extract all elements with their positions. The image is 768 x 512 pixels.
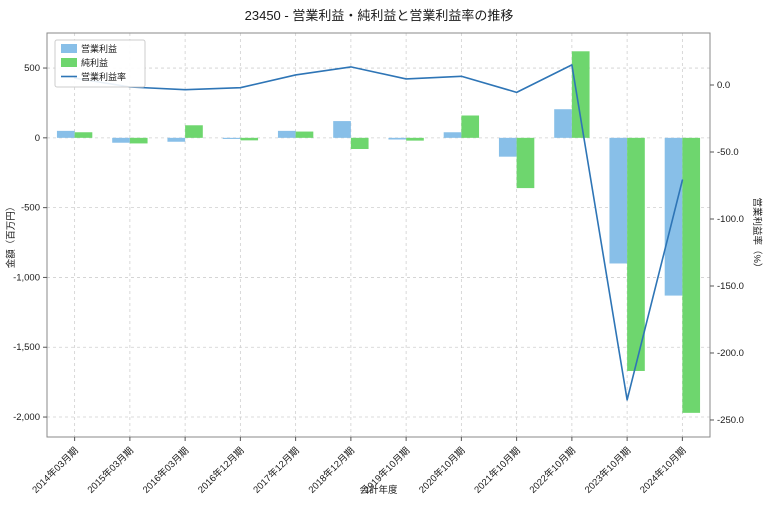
bar	[388, 137, 407, 140]
x-tick-label: 2015年03月期	[85, 445, 136, 496]
right-tick-label: -200.0	[717, 348, 744, 359]
right-axis-label: 営業利益率（%）	[751, 198, 763, 273]
x-tick-label: 2017年12月期	[251, 445, 302, 496]
x-tick-label: 2024年10月期	[637, 445, 688, 496]
bar	[240, 137, 259, 141]
bar	[185, 125, 203, 138]
axis-titles: 金額（百万円） 営業利益率（%） 会計年度	[5, 198, 763, 496]
right-tick-label: -100.0	[717, 214, 744, 225]
bar	[56, 130, 75, 138]
chart-title: 23450 - 営業利益・純利益と営業利益率の推移	[245, 8, 514, 23]
left-tick-label: -500	[21, 203, 40, 214]
legend-label: 営業利益率	[81, 71, 126, 82]
bar	[554, 109, 572, 138]
legend-swatch-営業利益	[61, 44, 77, 53]
x-tick-label: 2014年03月期	[30, 445, 81, 496]
x-axis-label: 会計年度	[359, 484, 398, 496]
bar	[295, 131, 314, 138]
bar-series-1	[74, 51, 701, 413]
plot-border	[46, 32, 711, 438]
left-tick-label: -1,500	[13, 342, 40, 353]
bar	[350, 137, 369, 150]
bar	[406, 137, 424, 141]
gridlines	[47, 33, 710, 437]
legend-label: 純利益	[81, 57, 108, 68]
left-tick-label: -2,000	[13, 412, 40, 423]
bar	[277, 130, 296, 138]
bar	[333, 121, 351, 138]
axis-ticks	[43, 67, 714, 441]
left-axis-label: 金額（百万円）	[5, 202, 17, 269]
left-tick-label: -1,000	[13, 272, 40, 283]
right-tick-label: -150.0	[717, 281, 744, 292]
bar	[74, 132, 93, 138]
legend-label: 営業利益	[81, 43, 117, 54]
bar	[461, 115, 480, 138]
right-tick-label: -50.0	[717, 147, 739, 158]
legend-swatch-純利益	[61, 58, 77, 67]
left-tick-label: 500	[24, 63, 40, 74]
legend-box	[54, 39, 146, 88]
x-tick-label: 2016年03月期	[140, 445, 191, 496]
bar	[112, 137, 130, 143]
x-tick-label: 2016年12月期	[195, 445, 246, 496]
bar	[222, 137, 241, 139]
x-tick-label: 2021年10月期	[472, 445, 523, 496]
x-tick-label: 2023年10月期	[582, 445, 633, 496]
x-tick-label: 2018年12月期	[306, 445, 357, 496]
bar	[516, 137, 535, 189]
x-tick-label: 2020年10月期	[416, 445, 467, 496]
left-tick-label: 0	[35, 133, 40, 144]
bar	[129, 137, 148, 144]
bar	[498, 137, 517, 157]
right-tick-label: -250.0	[717, 415, 744, 426]
bar	[167, 137, 186, 142]
bar	[682, 137, 701, 413]
bar	[443, 132, 462, 138]
bar	[609, 137, 628, 264]
line-series	[73, 64, 684, 401]
bar	[571, 51, 590, 138]
x-tick-label: 2022年10月期	[527, 445, 578, 496]
right-tick-label: 0.0	[717, 80, 730, 91]
bar	[627, 137, 645, 371]
